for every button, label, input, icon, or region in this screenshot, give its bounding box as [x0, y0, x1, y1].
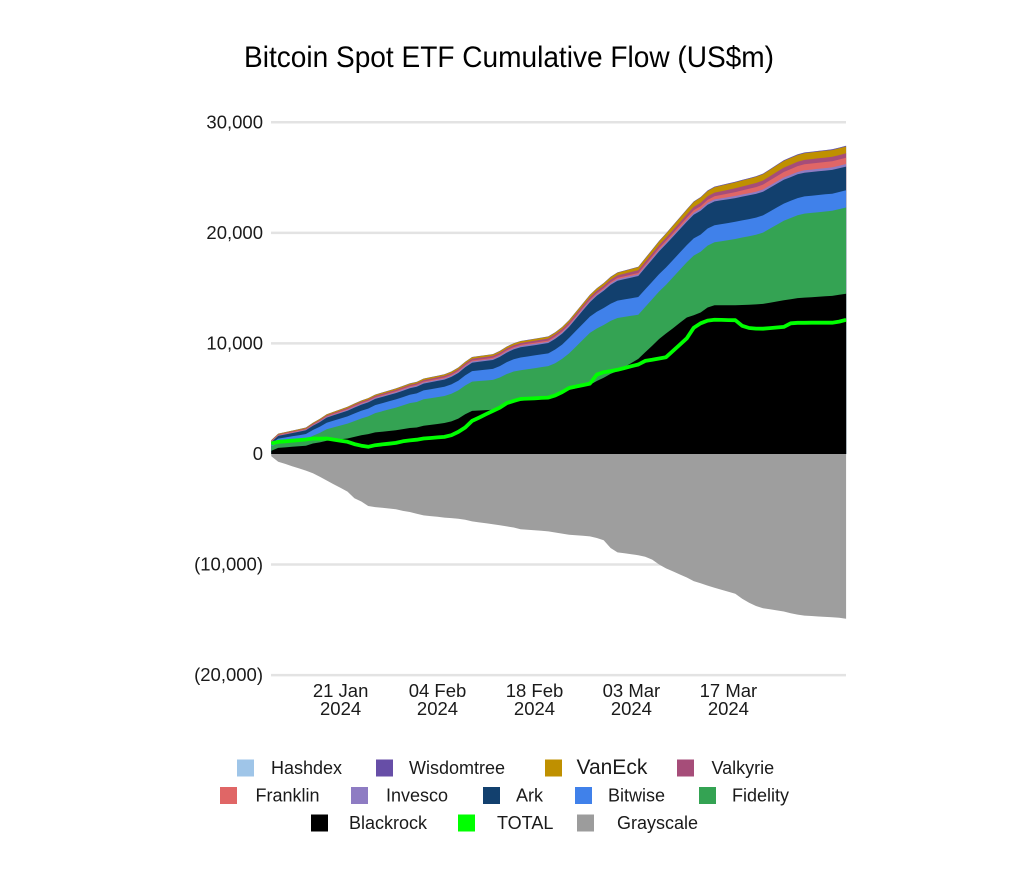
svg-text:21 Jan: 21 Jan — [313, 680, 369, 701]
svg-text:(10,000): (10,000) — [194, 554, 263, 575]
svg-text:2024: 2024 — [320, 698, 361, 719]
svg-text:30,000: 30,000 — [206, 111, 263, 132]
svg-text:17 Mar: 17 Mar — [700, 680, 758, 701]
svg-text:Invesco: Invesco — [386, 786, 448, 806]
svg-text:Blackrock: Blackrock — [349, 813, 428, 833]
svg-text:2024: 2024 — [417, 698, 458, 719]
svg-text:TOTAL: TOTAL — [497, 813, 553, 833]
svg-text:Grayscale: Grayscale — [617, 813, 698, 833]
svg-text:0: 0 — [253, 443, 263, 464]
svg-text:2024: 2024 — [611, 698, 652, 719]
svg-text:Franklin: Franklin — [256, 786, 320, 806]
svg-text:Fidelity: Fidelity — [732, 786, 789, 806]
svg-text:Wisdomtree: Wisdomtree — [409, 758, 505, 778]
svg-text:20,000: 20,000 — [206, 222, 263, 243]
svg-text:Hashdex: Hashdex — [271, 758, 342, 778]
svg-text:(20,000): (20,000) — [194, 664, 263, 685]
svg-text:18 Feb: 18 Feb — [506, 680, 564, 701]
svg-text:2024: 2024 — [514, 698, 555, 719]
svg-text:Valkyrie: Valkyrie — [712, 758, 775, 778]
svg-text:2024: 2024 — [708, 698, 749, 719]
svg-text:04 Feb: 04 Feb — [409, 680, 467, 701]
svg-text:10,000: 10,000 — [206, 332, 263, 353]
svg-text:03 Mar: 03 Mar — [603, 680, 661, 701]
svg-text:Bitcoin Spot ETF Cumulative Fl: Bitcoin Spot ETF Cumulative Flow (US$m) — [244, 41, 774, 74]
svg-text:VanEck: VanEck — [577, 756, 648, 779]
svg-text:Ark: Ark — [516, 786, 544, 806]
svg-text:Bitwise: Bitwise — [608, 786, 665, 806]
